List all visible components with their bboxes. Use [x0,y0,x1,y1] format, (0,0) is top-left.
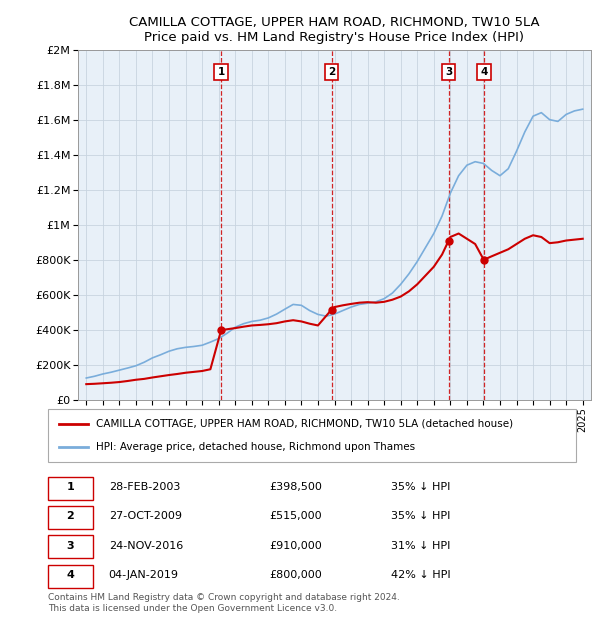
Text: 4: 4 [480,68,487,78]
Text: £910,000: £910,000 [270,541,323,551]
FancyBboxPatch shape [48,477,93,500]
Title: CAMILLA COTTAGE, UPPER HAM ROAD, RICHMOND, TW10 5LA
Price paid vs. HM Land Regis: CAMILLA COTTAGE, UPPER HAM ROAD, RICHMON… [129,16,540,44]
Text: 2: 2 [67,512,74,521]
Text: Contains HM Land Registry data © Crown copyright and database right 2024.
This d: Contains HM Land Registry data © Crown c… [48,593,400,613]
Text: CAMILLA COTTAGE, UPPER HAM ROAD, RICHMOND, TW10 5LA (detached house): CAMILLA COTTAGE, UPPER HAM ROAD, RICHMON… [95,419,512,429]
Text: 31% ↓ HPI: 31% ↓ HPI [391,541,451,551]
Text: 35% ↓ HPI: 35% ↓ HPI [391,482,451,492]
Text: 3: 3 [67,541,74,551]
Text: 1: 1 [67,482,74,492]
FancyBboxPatch shape [48,409,576,462]
Text: £398,500: £398,500 [270,482,323,492]
Text: 3: 3 [445,68,452,78]
Text: £515,000: £515,000 [270,512,322,521]
Text: 04-JAN-2019: 04-JAN-2019 [109,570,179,580]
FancyBboxPatch shape [48,506,93,529]
Text: HPI: Average price, detached house, Richmond upon Thames: HPI: Average price, detached house, Rich… [95,442,415,452]
Text: 42% ↓ HPI: 42% ↓ HPI [391,570,451,580]
Text: 1: 1 [218,68,225,78]
Text: 24-NOV-2016: 24-NOV-2016 [109,541,183,551]
Text: £800,000: £800,000 [270,570,323,580]
Text: 2: 2 [328,68,335,78]
Text: 27-OCT-2009: 27-OCT-2009 [109,512,182,521]
Text: 4: 4 [67,570,74,580]
FancyBboxPatch shape [48,536,93,559]
FancyBboxPatch shape [48,565,93,588]
Text: 35% ↓ HPI: 35% ↓ HPI [391,512,451,521]
Text: 28-FEB-2003: 28-FEB-2003 [109,482,180,492]
